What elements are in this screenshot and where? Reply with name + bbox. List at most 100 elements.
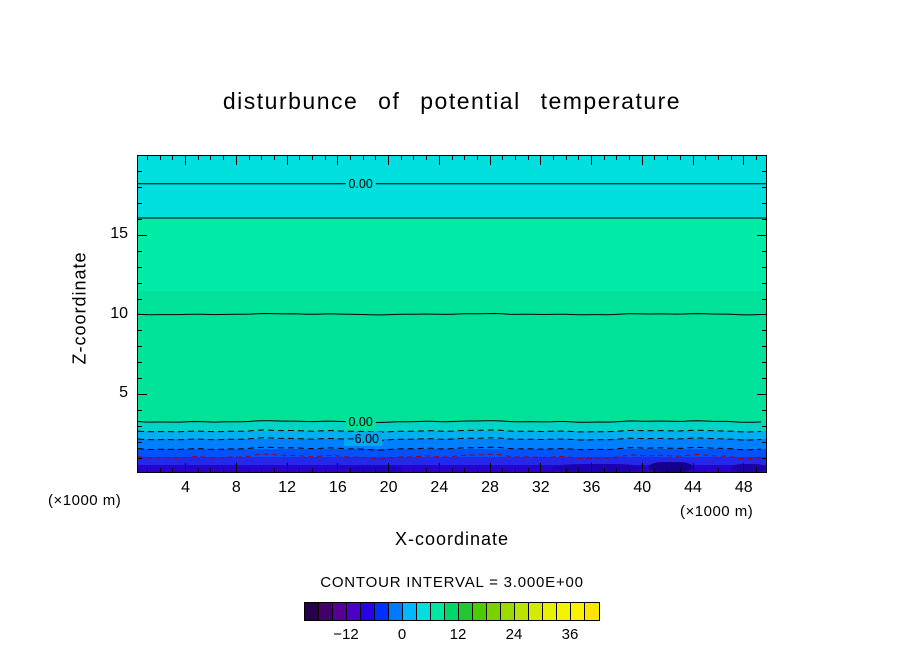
top-tick [730, 156, 732, 160]
contour-label: −6.00 [344, 432, 383, 446]
bottom-tick [451, 468, 453, 472]
top-tick [565, 156, 567, 160]
top-tick [514, 156, 516, 160]
top-tick [464, 156, 466, 160]
bottom-tick [426, 468, 428, 472]
colorbar-cell [585, 603, 599, 620]
top-tick [210, 156, 212, 160]
colorbar-cell [501, 603, 515, 620]
left-tick [138, 282, 142, 284]
contour-lines-layer [138, 183, 766, 460]
bottom-tick [705, 468, 707, 472]
color-band [138, 457, 766, 466]
dark-patch [731, 464, 766, 472]
bottom-tick [591, 463, 593, 472]
top-tick [324, 156, 326, 160]
bottom-tick [172, 468, 174, 472]
dark-patch [553, 464, 643, 472]
bottom-tick [413, 468, 415, 472]
left-tick [138, 298, 142, 300]
top-tick [286, 156, 288, 165]
x-unit-label-left: (×1000 m) [48, 492, 122, 509]
colorbar-cell [543, 603, 557, 620]
right-tick [762, 171, 766, 173]
contour-label: 0.00 [345, 414, 376, 429]
left-tick [138, 250, 142, 252]
x-tick-label: 40 [633, 479, 652, 496]
contour-interval-note: CONTOUR INTERVAL = 3.000E+00 [320, 574, 584, 591]
top-tick [667, 156, 669, 160]
bottom-tick [552, 468, 554, 472]
contour-label: 0.00 [345, 176, 376, 191]
color-band [138, 448, 766, 458]
colorbar-tick-label: 24 [505, 626, 523, 643]
bottom-tick [324, 468, 326, 472]
right-tick [762, 346, 766, 348]
right-tick [762, 187, 766, 189]
left-tick [138, 346, 142, 348]
top-tick [185, 156, 187, 165]
colorbar-cell [333, 603, 347, 620]
top-tick [159, 156, 161, 160]
left-tick [138, 171, 142, 173]
bottom-tick [350, 468, 351, 472]
z-tick-label: 5 [119, 384, 128, 402]
left-tick [138, 441, 142, 443]
x-tick-label: 32 [531, 479, 550, 496]
dark-patch [648, 462, 694, 472]
top-tick [197, 156, 199, 160]
top-tick [235, 156, 237, 165]
contour-line [138, 429, 762, 433]
bottom-tick [375, 468, 377, 472]
top-tick [223, 156, 225, 160]
bottom-tick [743, 463, 745, 472]
colorbar [304, 602, 600, 621]
right-tick [762, 457, 766, 459]
x-tick-label: 4 [181, 479, 191, 496]
left-tick [138, 203, 142, 205]
top-tick [375, 156, 377, 160]
top-tick [692, 156, 694, 165]
bottom-tick [502, 468, 504, 472]
left-tick [138, 409, 142, 411]
bottom-tick [730, 468, 732, 472]
top-tick [502, 156, 504, 160]
x-axis-label: X-coordinate [394, 529, 510, 549]
colorbar-cell [515, 603, 529, 620]
top-tick [743, 156, 745, 165]
bottom-tick [337, 463, 339, 472]
left-tick [138, 378, 142, 380]
colorbar-cell [389, 603, 403, 620]
bottom-tick [654, 468, 656, 472]
right-tick [762, 409, 766, 411]
right-tick [762, 250, 766, 252]
x-tick-label: 44 [684, 479, 702, 496]
right-tick [762, 219, 766, 221]
left-tick [138, 234, 147, 236]
bottom-tick [273, 468, 275, 472]
top-tick [248, 156, 250, 160]
top-tick [426, 156, 428, 160]
top-tick [616, 156, 618, 160]
right-tick [757, 314, 766, 316]
color-band [138, 431, 766, 439]
right-tick [762, 425, 766, 427]
top-tick [552, 156, 554, 160]
left-tick [138, 330, 142, 332]
bottom-tick [667, 468, 669, 472]
colorbar-cell [445, 603, 459, 620]
chart-title: disturbunce of potential temperature [222, 88, 682, 114]
top-tick [603, 156, 605, 160]
top-tick [755, 156, 757, 160]
color-band [138, 156, 766, 218]
x-tick-label: 20 [379, 479, 398, 496]
bottom-tick [603, 468, 605, 472]
top-tick [717, 156, 719, 160]
colorbar-cell [347, 603, 361, 620]
right-tick [762, 441, 766, 443]
colorbar-cell [557, 603, 571, 620]
color-band [138, 439, 766, 449]
bottom-tick [311, 468, 313, 472]
x-tick-label: 48 [734, 479, 753, 496]
colorbar-cell [375, 603, 389, 620]
